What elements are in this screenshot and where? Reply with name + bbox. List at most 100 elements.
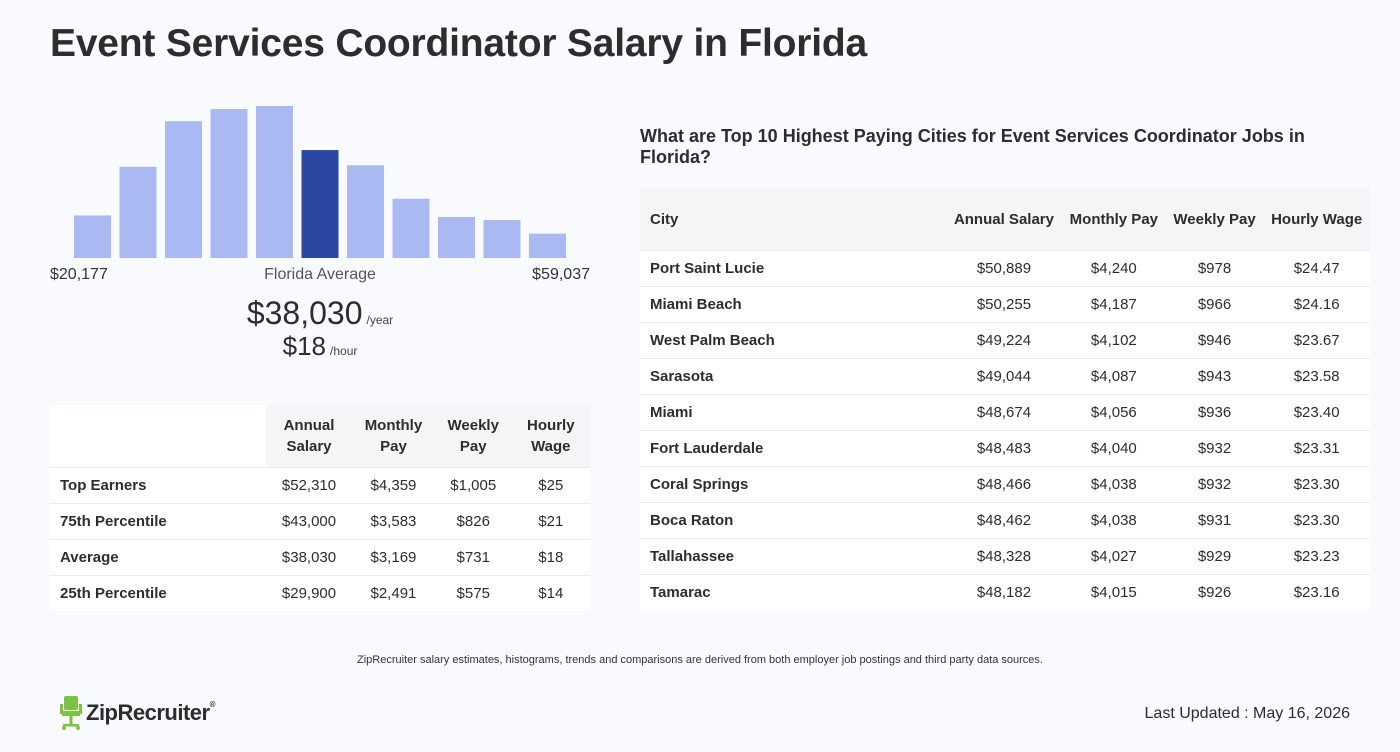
histogram-svg <box>74 106 566 258</box>
cell-value: $43,000 <box>266 503 353 540</box>
cell-value: $826 <box>434 503 512 540</box>
cell-value: $48,462 <box>946 502 1062 539</box>
cell-value: $731 <box>434 539 512 576</box>
cell-value: $24.16 <box>1263 286 1370 323</box>
ziprecruiter-logo[interactable]: ZipRecruiter® <box>60 696 216 730</box>
cell-value: $50,255 <box>946 286 1062 323</box>
cell-value: $24.47 <box>1263 250 1370 287</box>
cell-value: $4,038 <box>1061 466 1166 503</box>
cell-value: $4,056 <box>1061 394 1166 431</box>
histogram-bar-average <box>301 150 339 258</box>
city-row: Sarasota $49,044 $4,087 $943 $23.58 <box>640 358 1370 395</box>
city-row: Port Saint Lucie $50,889 $4,240 $978 $24.47 <box>640 250 1370 287</box>
city-row: Tallahassee $48,328 $4,027 $929 $23.23 <box>640 538 1370 575</box>
last-updated: Last Updated : May 16, 2026 <box>1144 705 1350 722</box>
histogram-center-label: Florida Average <box>264 266 376 283</box>
cities-body: Port Saint Lucie $50,889 $4,240 $978 $24.47 M… <box>640 250 1370 610</box>
cell-value: $4,187 <box>1061 286 1166 323</box>
cell-value: $23.40 <box>1263 394 1370 431</box>
col-header-hourly: Hourly Wage <box>511 405 590 468</box>
percentile-row: 75th Percentile $43,000 $3,583 $826 $21 <box>50 503 590 540</box>
row-label: 25th Percentile <box>50 575 266 611</box>
histogram-bar <box>165 121 202 258</box>
cell-value: $932 <box>1165 466 1264 503</box>
zip-chair-icon <box>60 696 82 730</box>
cell-value: $929 <box>1165 538 1264 575</box>
hourly-unit: /hour <box>330 344 358 358</box>
average-annual-salary: $38,030/year <box>50 295 590 332</box>
city-name: Port Saint Lucie <box>640 250 946 287</box>
logo-text: ZipRecruiter® <box>86 700 216 726</box>
cities-header-row: City Annual Salary Monthly Pay Weekly Pa… <box>640 188 1370 251</box>
cell-value: $23.31 <box>1263 430 1370 467</box>
cell-value: $4,015 <box>1061 574 1166 610</box>
cell-value: $14 <box>511 575 590 611</box>
percentile-body: Top Earners $52,310 $4,359 $1,005 $25 75th Pe… <box>50 467 590 611</box>
histogram-max-label: $59,037 <box>532 266 590 283</box>
city-name: Sarasota <box>640 358 946 395</box>
city-name: Miami <box>640 394 946 431</box>
col-header-monthly: Monthly Pay <box>1061 188 1166 251</box>
col-header-weekly: Weekly Pay <box>434 405 512 468</box>
city-row: Miami Beach $50,255 $4,187 $966 $24.16 <box>640 286 1370 323</box>
cell-value: $23.23 <box>1263 538 1370 575</box>
cell-value: $3,583 <box>352 503 435 540</box>
histogram-bar <box>438 216 475 258</box>
histogram-bar <box>529 233 566 258</box>
city-name: Tallahassee <box>640 538 946 575</box>
histogram-min-label: $20,177 <box>50 266 108 283</box>
row-label: Top Earners <box>50 467 266 504</box>
histogram-bar <box>347 165 384 258</box>
logo-wordmark: ZipRecruiter <box>86 700 210 725</box>
histogram-bar <box>74 215 111 258</box>
cell-value: $25 <box>511 467 590 504</box>
col-header-annual: Annual Salary <box>266 405 353 468</box>
cell-value: $4,240 <box>1061 250 1166 287</box>
col-header-hourly: Hourly Wage <box>1263 188 1370 251</box>
salary-histogram <box>50 100 590 260</box>
cities-table: City Annual Salary Monthly Pay Weekly Pa… <box>640 188 1370 610</box>
cell-value: $48,674 <box>946 394 1062 431</box>
cell-value: $575 <box>434 575 512 611</box>
cell-value: $932 <box>1165 430 1264 467</box>
cell-value: $52,310 <box>266 467 353 504</box>
col-header-weekly: Weekly Pay <box>1165 188 1264 251</box>
cell-value: $1,005 <box>434 467 512 504</box>
cell-value: $23.30 <box>1263 466 1370 503</box>
city-name: Boca Raton <box>640 502 946 539</box>
annual-unit: /year <box>366 313 394 327</box>
cell-value: $38,030 <box>266 539 353 576</box>
histogram-bar <box>392 198 430 258</box>
cell-value: $936 <box>1165 394 1264 431</box>
cell-value: $23.67 <box>1263 322 1370 359</box>
cell-value: $23.58 <box>1263 358 1370 395</box>
cell-value: $23.16 <box>1263 574 1370 610</box>
cell-value: $18 <box>511 539 590 576</box>
cities-section-title: What are Top 10 Highest Paying Cities fo… <box>640 126 1305 167</box>
cell-value: $48,466 <box>946 466 1062 503</box>
histogram-bar <box>119 166 157 258</box>
cell-value: $978 <box>1165 250 1264 287</box>
percentile-row: 25th Percentile $29,900 $2,491 $575 $14 <box>50 575 590 611</box>
cell-value: $49,224 <box>946 322 1062 359</box>
percentile-row: Average $38,030 $3,169 $731 $18 <box>50 539 590 576</box>
average-annual-value: $38,030 <box>246 295 363 331</box>
row-label: Average <box>50 539 266 576</box>
col-header-monthly: Monthly Pay <box>352 405 435 468</box>
percentile-header-row: Annual Salary Monthly Pay Weekly Pay Hou… <box>50 405 590 468</box>
cell-value: $4,027 <box>1061 538 1166 575</box>
cell-value: $931 <box>1165 502 1264 539</box>
cell-value: $2,491 <box>352 575 435 611</box>
percentile-table: Annual Salary Monthly Pay Weekly Pay Hou… <box>50 405 590 611</box>
cell-value: $48,483 <box>946 430 1062 467</box>
percentile-row: Top Earners $52,310 $4,359 $1,005 $25 <box>50 467 590 504</box>
city-name: Coral Springs <box>640 466 946 503</box>
cell-value: $49,044 <box>946 358 1062 395</box>
city-row: Coral Springs $48,466 $4,038 $932 $23.30 <box>640 466 1370 503</box>
page-title: Event Services Coordinator Salary in Flo… <box>50 22 867 65</box>
cell-value: $926 <box>1165 574 1264 610</box>
cell-value: $946 <box>1165 322 1264 359</box>
city-row: West Palm Beach $49,224 $4,102 $946 $23.67 <box>640 322 1370 359</box>
cell-value: $4,040 <box>1061 430 1166 467</box>
cell-value: $29,900 <box>266 575 353 611</box>
